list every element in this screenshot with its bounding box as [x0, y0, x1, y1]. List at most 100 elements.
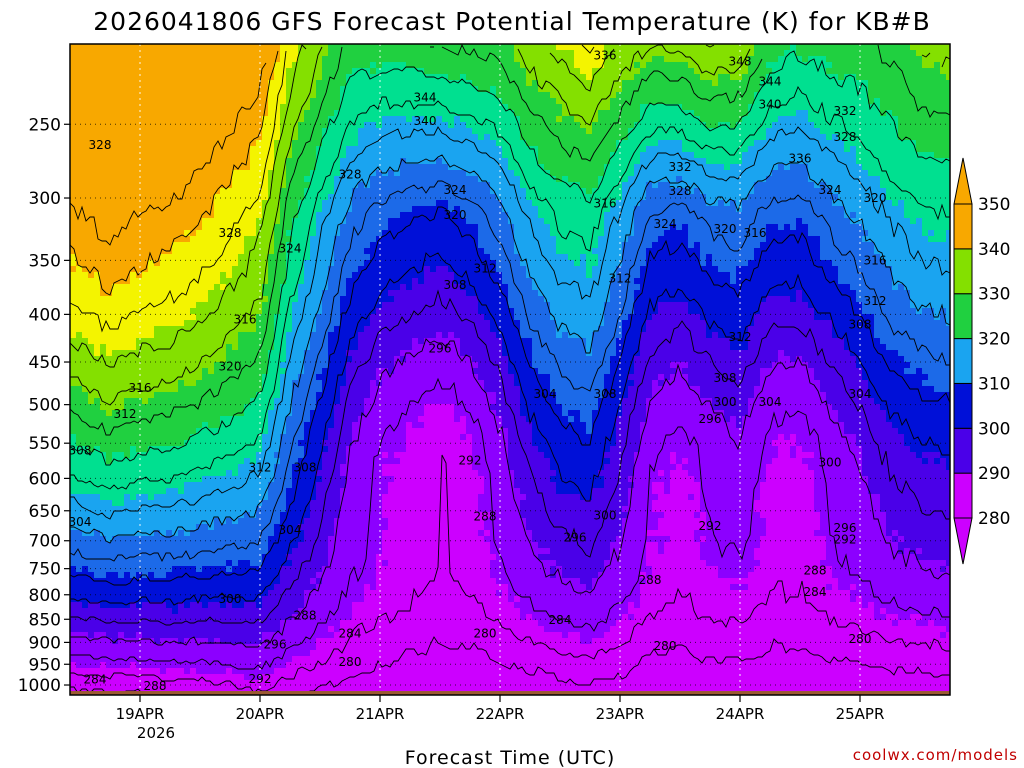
- theta-cell: [340, 548, 347, 555]
- theta-cell: [70, 146, 77, 153]
- theta-cell: [226, 560, 233, 567]
- theta-cell: [94, 434, 101, 441]
- theta-cell: [148, 506, 155, 513]
- theta-cell: [256, 656, 263, 663]
- theta-cell: [106, 56, 113, 63]
- theta-cell: [262, 68, 269, 75]
- theta-cell: [340, 476, 347, 483]
- theta-cell: [310, 686, 317, 693]
- theta-cell: [112, 44, 119, 51]
- theta-cell: [286, 548, 293, 555]
- theta-cell: [226, 80, 233, 87]
- theta-cell: [250, 128, 257, 135]
- theta-cell: [148, 104, 155, 111]
- theta-cell: [262, 368, 269, 375]
- theta-cell: [154, 350, 161, 357]
- theta-cell: [304, 176, 311, 183]
- theta-cell: [160, 368, 167, 375]
- theta-cell: [124, 332, 131, 339]
- theta-cell: [184, 392, 191, 399]
- theta-cell: [220, 416, 227, 423]
- theta-cell: [340, 68, 347, 75]
- theta-cell: [262, 482, 269, 489]
- theta-cell: [226, 602, 233, 609]
- theta-cell: [70, 272, 77, 279]
- theta-cell: [172, 686, 179, 693]
- theta-cell: [310, 350, 317, 357]
- theta-cell: [190, 584, 197, 591]
- theta-cell: [244, 344, 251, 351]
- theta-cell: [208, 614, 215, 621]
- theta-cell: [310, 98, 317, 105]
- theta-cell: [160, 494, 167, 501]
- theta-cell: [286, 560, 293, 567]
- theta-cell: [280, 272, 287, 279]
- theta-cell: [268, 308, 275, 315]
- theta-cell: [316, 296, 323, 303]
- theta-cell: [298, 320, 305, 327]
- theta-cell: [106, 152, 113, 159]
- theta-cell: [256, 272, 263, 279]
- theta-cell: [130, 302, 137, 309]
- theta-cell: [310, 176, 317, 183]
- theta-cell: [208, 236, 215, 243]
- theta-cell: [304, 476, 311, 483]
- theta-cell: [286, 86, 293, 93]
- theta-cell: [274, 650, 281, 657]
- theta-cell: [76, 224, 83, 231]
- theta-cell: [118, 254, 125, 261]
- theta-cell: [316, 290, 323, 297]
- theta-cell: [322, 500, 329, 507]
- theta-cell: [124, 254, 131, 261]
- theta-cell: [262, 416, 269, 423]
- theta-cell: [70, 608, 77, 615]
- theta-cell: [268, 482, 275, 489]
- theta-cell: [190, 314, 197, 321]
- theta-cell: [310, 482, 317, 489]
- theta-cell: [94, 602, 101, 609]
- theta-cell: [184, 56, 191, 63]
- theta-cell: [106, 662, 113, 669]
- theta-cell: [250, 266, 257, 273]
- theta-cell: [214, 638, 221, 645]
- theta-cell: [310, 614, 317, 621]
- theta-cell: [226, 632, 233, 639]
- theta-cell: [118, 308, 125, 315]
- theta-cell: [76, 242, 83, 249]
- theta-cell: [256, 260, 263, 267]
- theta-cell: [94, 314, 101, 321]
- theta-cell: [208, 140, 215, 147]
- theta-cell: [94, 428, 101, 435]
- theta-cell: [76, 578, 83, 585]
- theta-cell: [262, 686, 269, 693]
- theta-cell: [76, 314, 83, 321]
- theta-cell: [82, 242, 89, 249]
- theta-cell: [70, 578, 77, 585]
- theta-cell: [202, 668, 209, 675]
- theta-cell: [154, 428, 161, 435]
- theta-cell: [88, 224, 95, 231]
- theta-cell: [274, 476, 281, 483]
- theta-cell: [268, 524, 275, 531]
- theta-cell: [94, 536, 101, 543]
- theta-cell: [208, 266, 215, 273]
- theta-cell: [334, 368, 341, 375]
- theta-cell: [178, 98, 185, 105]
- theta-cell: [160, 158, 167, 165]
- theta-cell: [250, 632, 257, 639]
- theta-cell: [244, 428, 251, 435]
- theta-cell: [220, 380, 227, 387]
- theta-cell: [292, 404, 299, 411]
- theta-cell: [304, 500, 311, 507]
- theta-cell: [190, 662, 197, 669]
- theta-cell: [322, 380, 329, 387]
- theta-cell: [334, 410, 341, 417]
- theta-cell: [196, 416, 203, 423]
- theta-cell: [106, 92, 113, 99]
- theta-cell: [196, 80, 203, 87]
- theta-cell: [190, 122, 197, 129]
- theta-cell: [250, 626, 257, 633]
- theta-cell: [316, 656, 323, 663]
- theta-cell: [262, 464, 269, 471]
- theta-cell: [166, 680, 173, 687]
